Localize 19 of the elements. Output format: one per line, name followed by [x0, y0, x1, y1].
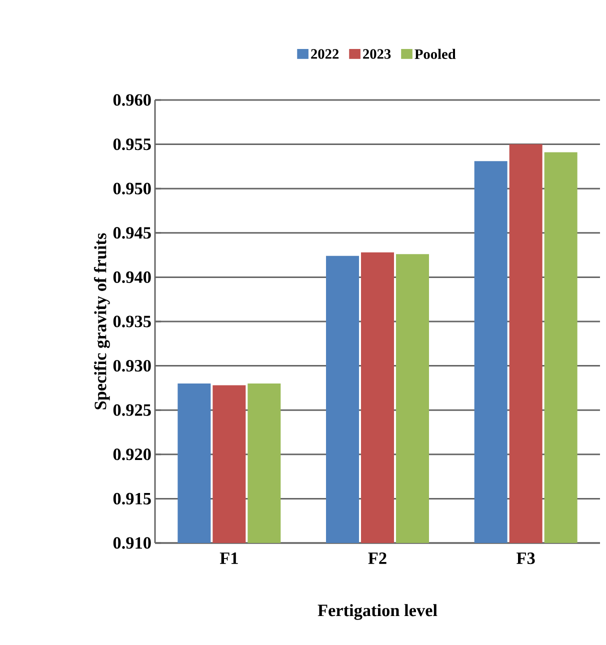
- x-tick-label: F3: [516, 552, 535, 564]
- y-tick-label: 0.955: [113, 138, 151, 150]
- x-tick-label: F2: [368, 552, 386, 564]
- y-tick-label: 0.920: [113, 448, 151, 460]
- y-tick-label: 0.945: [113, 227, 151, 239]
- y-tick-label: 0.940: [113, 271, 151, 284]
- legend-label: 2023: [363, 49, 391, 59]
- legend-label: 2022: [311, 49, 339, 59]
- legend-label: Pooled: [414, 48, 456, 60]
- y-tick-label: 0.930: [113, 360, 151, 372]
- y-axis-title: Specific gravity of fruits: [94, 233, 110, 410]
- y-tick-label: 0.935: [113, 316, 151, 328]
- y-tick-label: 0.960: [113, 94, 151, 106]
- y-tick-label: 0.950: [113, 182, 151, 194]
- y-tick-label: 0.915: [113, 492, 151, 505]
- x-tick-label: F1: [220, 552, 238, 564]
- y-tick-label: 0.925: [113, 404, 151, 416]
- x-axis-title: Fertigation level: [318, 604, 438, 620]
- y-tick-label: 0.910: [113, 537, 151, 549]
